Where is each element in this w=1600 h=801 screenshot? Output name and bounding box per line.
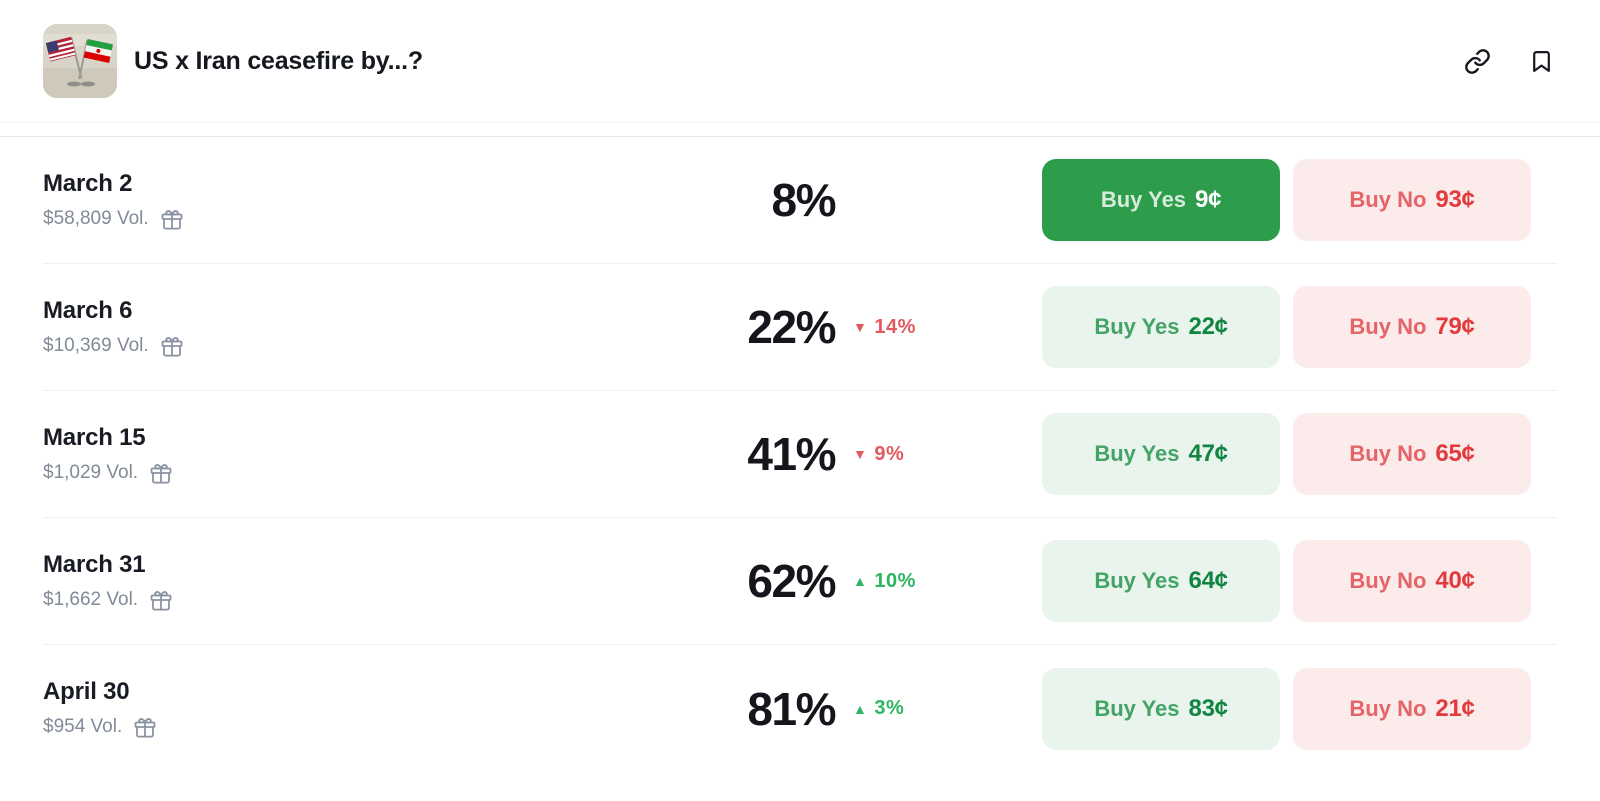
header-actions: [1464, 48, 1554, 75]
buy-no-button[interactable]: Buy No 21¢: [1293, 667, 1531, 750]
trade-buttons: Buy Yes 83¢ Buy No 21¢: [1042, 667, 1531, 750]
link-icon[interactable]: [1464, 48, 1491, 75]
outcome-info: March 2 $58,809 Vol.: [43, 170, 343, 231]
bookmark-icon[interactable]: [1529, 48, 1554, 75]
gift-icon[interactable]: [160, 334, 184, 358]
outcome-info: March 31 $1,662 Vol.: [43, 551, 343, 612]
buy-no-label: Buy No: [1349, 187, 1427, 212]
gift-icon[interactable]: [133, 715, 157, 739]
yes-price: 47¢: [1188, 440, 1228, 467]
outcome-date: March 2: [43, 169, 133, 197]
outcome-list: March 2 $58,809 Vol. 8%: [0, 136, 1600, 772]
chance-value: 62%: [747, 555, 836, 607]
trade-buttons: Buy Yes 9¢ Buy No 93¢: [1042, 159, 1531, 241]
volume-label: $10,369 Vol.: [43, 334, 149, 356]
market-thumbnail: [43, 24, 117, 98]
trade-buttons: Buy Yes 22¢ Buy No 79¢: [1042, 286, 1531, 368]
no-price: 79¢: [1435, 313, 1475, 340]
no-price: 93¢: [1435, 186, 1475, 213]
buy-yes-label: Buy Yes: [1094, 441, 1180, 466]
volume-line: $58,809 Vol.: [43, 207, 343, 231]
change-arrow-icon: ▼: [853, 446, 868, 462]
buy-no-label: Buy No: [1349, 441, 1427, 466]
chance-block: 22% ▼ 14%: [343, 300, 1042, 354]
buy-yes-label: Buy Yes: [1094, 695, 1180, 721]
volume-line: $1,662 Vol.: [43, 588, 343, 612]
gift-icon[interactable]: [160, 207, 184, 231]
market-header: US x Iran ceasefire by...?: [0, 0, 1600, 123]
buy-yes-label: Buy Yes: [1094, 568, 1180, 593]
no-price: 65¢: [1435, 440, 1475, 467]
volume-label: $1,662 Vol.: [43, 588, 139, 610]
chance-change: ▼ 9%: [853, 443, 904, 466]
outcome-info: April 30 $954 Vol.: [43, 678, 343, 739]
outcome-date: March 31: [43, 550, 146, 578]
gift-icon[interactable]: [149, 461, 173, 485]
chance-block: 62% ▲ 10%: [343, 554, 1042, 608]
trade-buttons: Buy Yes 47¢ Buy No 65¢: [1042, 413, 1531, 495]
change-value: 10%: [874, 569, 916, 592]
outcome-info: March 15 $1,029 Vol.: [43, 424, 343, 485]
buy-yes-button[interactable]: Buy Yes 64¢: [1042, 540, 1280, 622]
volume-label: $58,809 Vol.: [43, 207, 149, 229]
chance-value: 81%: [747, 682, 836, 735]
volume-line: $10,369 Vol.: [43, 334, 343, 358]
chance-block: 8%: [343, 173, 1042, 227]
buy-yes-label: Buy Yes: [1094, 314, 1180, 339]
change-value: 9%: [874, 442, 905, 465]
chance-block: 41% ▼ 9%: [343, 427, 1042, 481]
volume-label: $954 Vol.: [43, 716, 123, 737]
outcome-info: March 6 $10,369 Vol.: [43, 297, 343, 358]
yes-price: 64¢: [1188, 567, 1228, 594]
chance-change: ▲ 10%: [853, 570, 916, 593]
buy-no-label: Buy No: [1349, 314, 1427, 339]
us-iran-flags-image: [43, 24, 117, 98]
change-arrow-icon: ▲: [853, 573, 868, 589]
chance-change: ▲ 3%: [853, 697, 904, 720]
buy-no-button[interactable]: Buy No 65¢: [1293, 413, 1531, 495]
gift-icon[interactable]: [149, 588, 173, 612]
change-arrow-icon: ▼: [853, 319, 868, 335]
chance-change: ▼ 14%: [853, 316, 916, 339]
yes-price: 22¢: [1188, 313, 1228, 340]
yes-price: 9¢: [1195, 186, 1222, 213]
outcome-row-march-15: March 15 $1,029 Vol. 41% ▼ 9%: [43, 391, 1557, 518]
outcome-row-march-2: March 2 $58,809 Vol. 8%: [43, 137, 1557, 264]
chance-value: 8%: [771, 174, 837, 226]
no-price: 40¢: [1435, 567, 1475, 594]
outcome-row-march-6: March 6 $10,369 Vol. 22% ▼ 14%: [43, 264, 1557, 391]
yes-price: 83¢: [1188, 694, 1228, 722]
buy-no-button[interactable]: Buy No 79¢: [1293, 286, 1531, 368]
buy-yes-label: Buy Yes: [1100, 187, 1187, 212]
outcome-date: April 30: [43, 678, 130, 705]
change-arrow-icon: ▲: [853, 700, 868, 717]
buy-yes-button[interactable]: Buy Yes 9¢: [1042, 159, 1280, 241]
buy-yes-button[interactable]: Buy Yes 47¢: [1042, 413, 1280, 495]
market-title: US x Iran ceasefire by...?: [134, 46, 423, 75]
volume-line: $1,029 Vol.: [43, 461, 343, 485]
chance-block: 81% ▲ 3%: [343, 682, 1042, 736]
buy-yes-button[interactable]: Buy Yes 83¢: [1042, 667, 1280, 750]
trade-buttons: Buy Yes 64¢ Buy No 40¢: [1042, 540, 1531, 622]
outcome-date: March 6: [43, 296, 133, 324]
buy-no-label: Buy No: [1349, 695, 1427, 721]
chance-value: 22%: [747, 301, 836, 353]
no-price: 21¢: [1435, 694, 1475, 722]
volume-label: $1,029 Vol.: [43, 461, 139, 483]
change-value: 14%: [874, 315, 916, 338]
volume-line: $954 Vol.: [43, 715, 343, 739]
change-value: 3%: [874, 697, 905, 719]
buy-no-button[interactable]: Buy No 93¢: [1293, 159, 1531, 241]
chance-value: 41%: [747, 428, 836, 480]
buy-no-label: Buy No: [1349, 568, 1427, 593]
buy-no-button[interactable]: Buy No 40¢: [1293, 540, 1531, 622]
outcome-row-april-30: April 30 $954 Vol. 81% ▲ 3%: [43, 645, 1557, 772]
outcome-date: March 15: [43, 423, 146, 451]
outcome-row-march-31: March 31 $1,662 Vol. 62% ▲ 10%: [43, 518, 1557, 645]
buy-yes-button[interactable]: Buy Yes 22¢: [1042, 286, 1280, 368]
